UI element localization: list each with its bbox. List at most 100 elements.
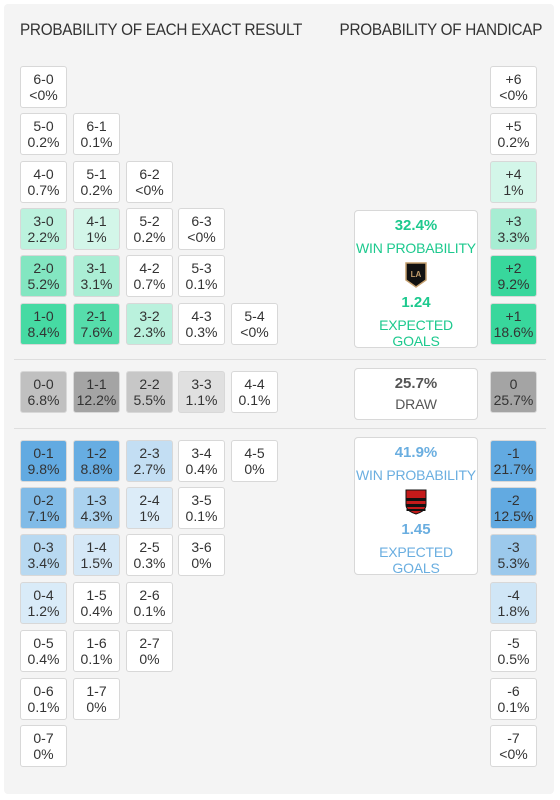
score-label: 3-6 (191, 539, 212, 555)
score-label: 2-6 (139, 587, 160, 603)
home-win-cell: 6-0 <0% (20, 66, 67, 108)
probability-value: 0.1% (27, 699, 60, 715)
score-label: 5-2 (139, 213, 160, 229)
probability-value: 1.2% (27, 603, 60, 619)
away-win-cell: 0-4 1.2% (20, 582, 67, 624)
away-win-cell: 1-3 4.3% (73, 487, 120, 529)
away-win-cell: 0-5 0.4% (20, 630, 67, 672)
away-win-cell: 1-5 0.4% (73, 582, 120, 624)
score-label: 1-0 (33, 308, 54, 324)
home-win-cell: 6-2 <0% (126, 161, 173, 203)
score-label: +6 (505, 71, 522, 87)
score-label: 0-0 (33, 376, 54, 392)
away-win-pct: 41.9% (394, 444, 438, 461)
away-expected-goals: 1.45 (401, 521, 431, 538)
probability-value: 0% (191, 555, 212, 571)
score-label: 1-5 (86, 587, 107, 603)
score-label: -2 (507, 492, 520, 508)
away-win-cell: 0-7 0% (20, 725, 67, 767)
probability-value: <0% (499, 87, 528, 103)
draw-label: DRAW (395, 396, 437, 412)
away-win-cell: 2-3 2.7% (126, 440, 173, 482)
score-label: 0-1 (33, 445, 54, 461)
probability-value: 4.3% (80, 508, 113, 524)
exact-result-heading: PROBABILITY OF EACH EXACT RESULT (20, 20, 303, 39)
handicap-cell: +5 0.2% (490, 113, 537, 155)
probability-value: 0.3% (133, 555, 166, 571)
probability-value: 5.3% (497, 555, 530, 571)
handicap-cell: 0 25.7% (490, 371, 537, 413)
score-label: 3-2 (139, 308, 160, 324)
probability-value: 9.2% (497, 276, 530, 292)
score-label: 4-1 (86, 213, 107, 229)
probability-value: 2.7% (133, 461, 166, 477)
draw-cell: 4-4 0.1% (231, 371, 278, 413)
score-label: 3-0 (33, 213, 54, 229)
probability-value: 9.8% (27, 461, 60, 477)
handicap-cell: +4 1% (490, 161, 537, 203)
score-label: 5-4 (244, 308, 265, 324)
away-win-cell: 0-1 9.8% (20, 440, 67, 482)
home-win-cell: 4-0 0.7% (20, 161, 67, 203)
away-win-label: WIN PROBABILITY (356, 467, 476, 483)
probability-value: 0.1% (80, 134, 113, 150)
probability-value: 0% (86, 699, 107, 715)
away-win-cell: 2-7 0% (126, 630, 173, 672)
probability-value: 0% (139, 651, 160, 667)
home-win-cell: 5-0 0.2% (20, 113, 67, 155)
draw-separator-bottom (14, 428, 546, 429)
score-label: 5-0 (33, 118, 54, 134)
score-label: +5 (505, 118, 522, 134)
away-win-cell: 1-6 0.1% (73, 630, 120, 672)
away-expected-label: EXPECTED GOALS (379, 544, 453, 576)
away-win-cell: 4-5 0% (231, 440, 278, 482)
handicap-cell: -4 1.8% (490, 582, 537, 624)
probability-value: 3.3% (497, 229, 530, 245)
probability-value: <0% (240, 324, 269, 340)
home-win-cell: 4-1 1% (73, 208, 120, 250)
score-label: 1-7 (86, 683, 107, 699)
probability-value: 0.1% (497, 699, 530, 715)
home-win-cell: 6-1 0.1% (73, 113, 120, 155)
home-win-pct: 32.4% (394, 217, 438, 234)
probability-value: 3.1% (80, 276, 113, 292)
handicap-cell: -3 5.3% (490, 534, 537, 576)
probability-value: 0.2% (80, 182, 113, 198)
home-expected-label: EXPECTED GOALS (379, 317, 453, 349)
probability-value: 0.2% (497, 134, 530, 150)
probability-value: 0.1% (80, 651, 113, 667)
draw-panel: 25.7% DRAW (354, 368, 478, 420)
score-label: +4 (505, 166, 522, 182)
draw-separator-top (14, 359, 546, 360)
probability-value: <0% (135, 182, 164, 198)
away-win-cell: 2-4 1% (126, 487, 173, 529)
score-label: 4-0 (33, 166, 54, 182)
probability-value: <0% (187, 229, 216, 245)
score-label: 0-4 (33, 587, 54, 603)
home-win-cell: 5-1 0.2% (73, 161, 120, 203)
home-win-cell: 4-3 0.3% (178, 303, 225, 345)
probability-value: 5.2% (27, 276, 60, 292)
score-label: -1 (507, 445, 520, 461)
probability-value: 3.4% (27, 555, 60, 571)
probability-value: 5.5% (133, 392, 166, 408)
score-label: 4-4 (244, 376, 265, 392)
probability-value: <0% (499, 746, 528, 762)
probability-value: 0.1% (185, 508, 218, 524)
score-label: +2 (505, 260, 522, 276)
away-win-cell: 2-6 0.1% (126, 582, 173, 624)
score-label: 0-5 (33, 635, 54, 651)
probability-value: 0.1% (133, 603, 166, 619)
handicap-cell: -1 21.7% (490, 440, 537, 482)
handicap-cell: -2 12.5% (490, 487, 537, 529)
away-win-cell: 0-2 7.1% (20, 487, 67, 529)
home-expected-goals: 1.24 (401, 294, 431, 311)
score-label: 0-6 (33, 683, 54, 699)
probability-value: 7.6% (80, 324, 113, 340)
home-win-panel: 32.4% WIN PROBABILITY LA 1.24 EXPECTED G… (354, 210, 478, 349)
score-label: 3-1 (86, 260, 107, 276)
handicap-cell: +6 <0% (490, 66, 537, 108)
score-label: 1-1 (86, 376, 107, 392)
score-label: -6 (507, 683, 520, 699)
away-win-cell: 1-4 1.5% (73, 534, 120, 576)
